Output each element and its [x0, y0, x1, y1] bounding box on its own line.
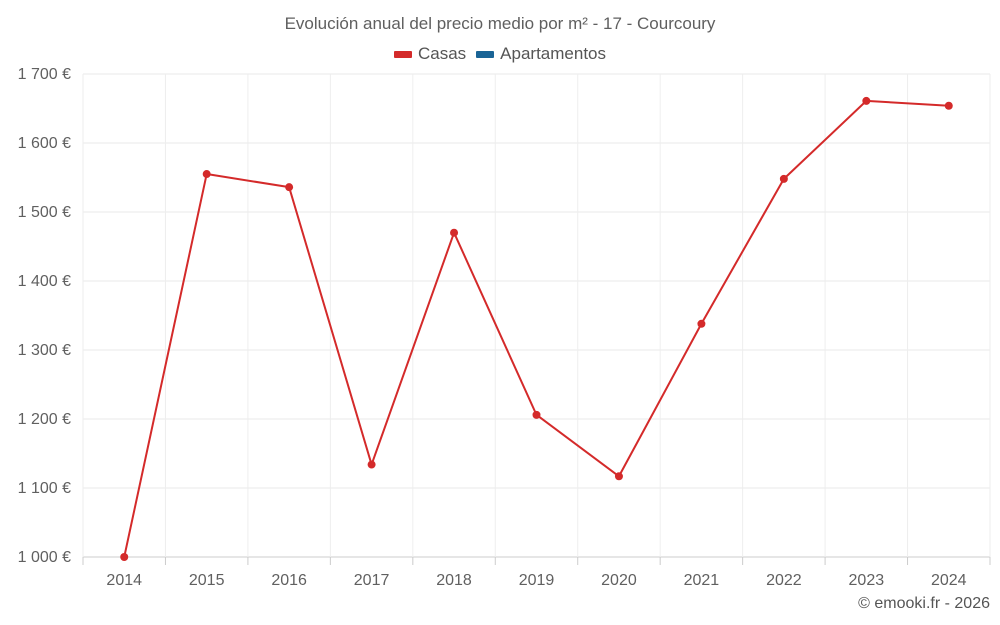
x-tick-label: 2023: [849, 572, 885, 589]
x-tick-label: 2018: [436, 572, 472, 589]
data-point-casas: [120, 553, 129, 561]
legend: Casas Apartamentos: [0, 44, 1000, 64]
x-tick-label: 2020: [601, 572, 637, 589]
data-point-casas: [367, 460, 376, 469]
x-tick-label: 2021: [684, 572, 720, 589]
x-tick-label: 2016: [271, 572, 307, 589]
legend-item-apartamentos[interactable]: Apartamentos: [476, 44, 606, 64]
legend-item-casas[interactable]: Casas: [393, 44, 467, 64]
legend-swatch-apartamentos: [476, 50, 495, 58]
legend-swatch-casas: [393, 50, 412, 58]
x-tick-label: 2022: [766, 572, 802, 589]
y-tick-label: 1 100 €: [18, 480, 71, 497]
y-tick-label: 1 000 €: [18, 549, 71, 566]
x-tick-label: 2024: [931, 572, 967, 589]
data-point-casas: [532, 410, 541, 419]
data-point-casas: [697, 319, 706, 328]
x-tick-label: 2017: [354, 572, 390, 589]
y-tick-label: 1 500 €: [18, 204, 71, 221]
data-point-casas: [862, 96, 871, 105]
x-tick-label: 2019: [519, 572, 555, 589]
x-tick-label: 2014: [106, 572, 142, 589]
chart-title: Evolución anual del precio medio por m² …: [284, 14, 716, 33]
x-tick-label: 2015: [189, 572, 225, 589]
data-point-casas: [779, 174, 788, 183]
y-tick-label: 1 300 €: [18, 342, 71, 359]
data-point-casas: [614, 472, 623, 481]
data-point-casas: [285, 183, 294, 192]
legend-label-casas: Casas: [417, 44, 467, 63]
data-point-casas: [202, 170, 211, 179]
y-tick-label: 1 600 €: [18, 135, 71, 152]
legend-label-apartamentos: Apartamentos: [500, 44, 607, 63]
y-tick-label: 1 700 €: [18, 66, 71, 83]
y-tick-label: 1 200 €: [18, 411, 71, 428]
credit-text: © emooki.fr - 2026: [858, 595, 990, 612]
data-point-casas: [944, 101, 953, 110]
y-tick-label: 1 400 €: [18, 273, 71, 290]
data-point-casas: [450, 228, 459, 237]
